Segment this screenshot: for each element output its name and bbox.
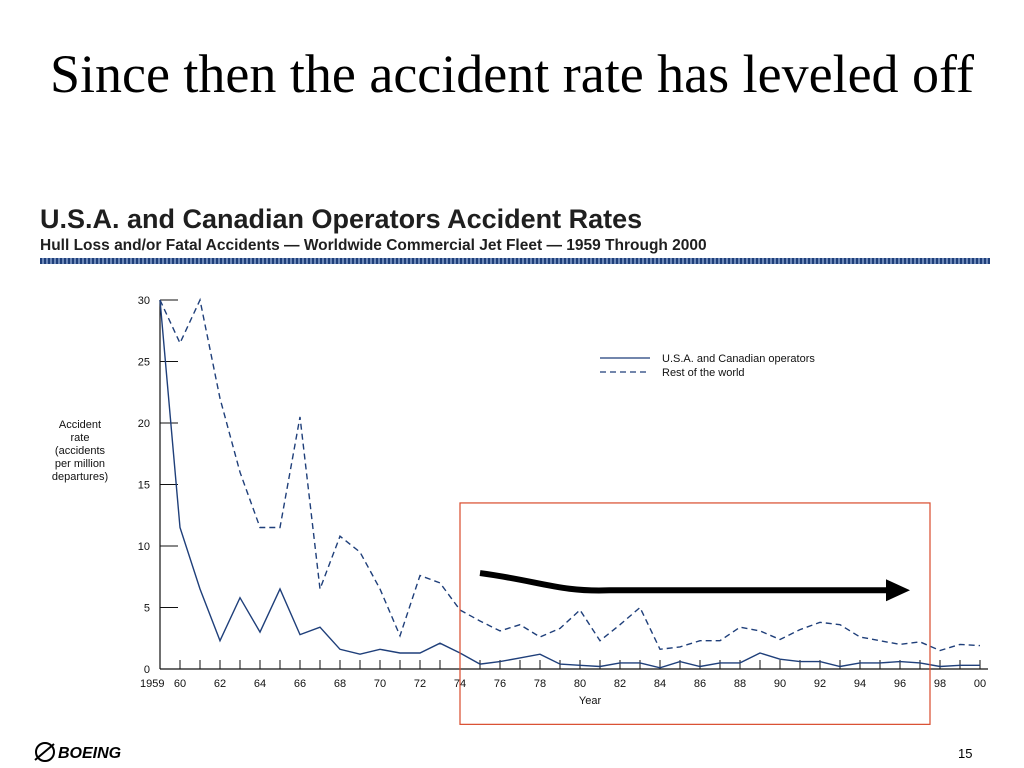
- x-tick-label: 78: [534, 678, 546, 690]
- x-tick-label: 68: [334, 678, 346, 690]
- x-axis-label: Year: [579, 695, 602, 707]
- y-tick-label: 10: [138, 541, 150, 553]
- x-tick-label: 66: [294, 678, 306, 690]
- y-tick-label: 25: [138, 357, 150, 369]
- legend-label: U.S.A. and Canadian operators: [662, 353, 815, 365]
- series-line-usa-canada: [159, 299, 980, 669]
- y-tick-label: 30: [138, 295, 150, 307]
- x-tick-label: 62: [214, 678, 226, 690]
- title-rule: [40, 258, 990, 264]
- slide-title: Since then the accident rate has leveled…: [49, 44, 975, 104]
- y-axis-label-line: per million: [55, 458, 105, 470]
- x-tick-label: 88: [734, 678, 746, 690]
- highlight-box: [459, 502, 931, 725]
- y-axis-label-line: departures): [52, 471, 108, 483]
- x-tick-label: 86: [694, 678, 706, 690]
- y-tick-label: 15: [138, 480, 150, 492]
- x-tick-label: 94: [854, 678, 866, 690]
- x-tick-label: 70: [374, 678, 386, 690]
- chart-title: U.S.A. and Canadian Operators Accident R…: [40, 204, 643, 234]
- x-tick-label: 1959: [140, 678, 164, 690]
- x-tick-label: 84: [654, 678, 666, 690]
- trend-arrow-shaft: [479, 570, 890, 594]
- y-axis-label-line: rate: [71, 432, 90, 444]
- x-tick-label: 96: [894, 678, 906, 690]
- y-tick-label: 0: [144, 664, 150, 676]
- trend-arrow-head: [886, 579, 910, 602]
- chart-subtitle: Hull Loss and/or Fatal Accidents — World…: [40, 237, 707, 254]
- y-tick-label: 20: [138, 418, 150, 430]
- x-tick-label: 60: [174, 678, 186, 690]
- boeing-logo: BOEING: [34, 742, 121, 762]
- y-axis-label: Accident rate (accidents per million departu…: [52, 419, 108, 483]
- legend-label: Rest of the world: [662, 367, 745, 379]
- y-tick-label: 5: [144, 603, 150, 615]
- x-tick-label: 92: [814, 678, 826, 690]
- x-tick-label: 80: [574, 678, 586, 690]
- x-tick-label: 76: [494, 678, 506, 690]
- x-tick-label: 72: [414, 678, 426, 690]
- series-line-rest-of-world: [159, 297, 981, 652]
- x-tick-label: 98: [934, 678, 946, 690]
- page-number: 15: [958, 746, 973, 761]
- x-tick-label: 90: [774, 678, 786, 690]
- x-tick-label: 82: [614, 678, 626, 690]
- y-axis-label-line: (accidents: [55, 445, 106, 457]
- x-tick-label: 64: [254, 678, 266, 690]
- logo-text: BOEING: [58, 745, 121, 762]
- x-tick-label: 00: [974, 678, 986, 690]
- y-axis-label-line: Accident: [59, 419, 101, 431]
